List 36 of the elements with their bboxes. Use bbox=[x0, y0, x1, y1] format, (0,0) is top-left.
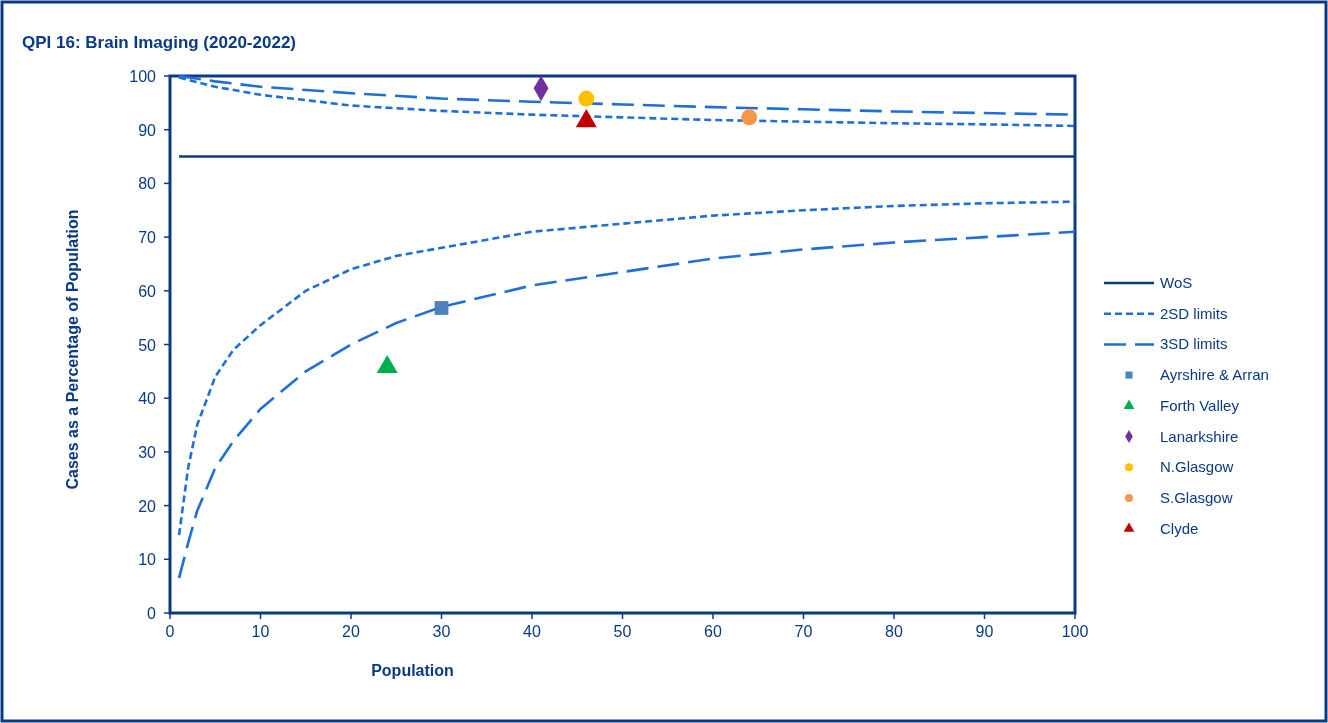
y-tick-label: 0 bbox=[147, 605, 157, 622]
legend-label: 3SD limits bbox=[1160, 335, 1228, 353]
x-tick-label: 100 bbox=[1061, 623, 1089, 640]
x-tick-label: 0 bbox=[165, 623, 175, 640]
x-axis-title: Population bbox=[371, 662, 454, 679]
y-tick-label: 50 bbox=[138, 336, 157, 354]
legend-label: Clyde bbox=[1160, 519, 1199, 537]
y-tick-label: 20 bbox=[138, 497, 157, 515]
y-tick-label: 30 bbox=[138, 443, 157, 461]
x-tick-label: 10 bbox=[251, 623, 270, 640]
x-tick-label: 80 bbox=[885, 623, 903, 640]
x-tick-label: 90 bbox=[975, 623, 994, 640]
x-tick-label: 50 bbox=[613, 623, 632, 640]
y-tick-label: 90 bbox=[138, 121, 157, 139]
y-tick-label: 100 bbox=[129, 68, 157, 85]
y-tick-label: 60 bbox=[138, 282, 157, 300]
legend-label: Ayrshire & Arran bbox=[1160, 366, 1269, 384]
legend-label: S.Glasgow bbox=[1160, 488, 1233, 506]
y-tick-label: 10 bbox=[138, 551, 157, 569]
y-axis-title: Cases as a Percentage of Population bbox=[64, 209, 81, 490]
y-tick-label: 70 bbox=[138, 229, 157, 247]
legend-label: Lanarkshire bbox=[1160, 427, 1239, 445]
line-series bbox=[177, 230, 1077, 580]
chart-title: QPI 16: Brain Imaging (2020-2022) bbox=[22, 33, 296, 52]
x-tick-label: 60 bbox=[704, 623, 722, 640]
x-tick-label: 40 bbox=[523, 623, 541, 640]
legend-label: 2SD limits bbox=[1160, 304, 1228, 322]
line-series bbox=[177, 200, 1077, 537]
x-tick-label: 20 bbox=[342, 623, 360, 640]
x-tick-label: 30 bbox=[432, 623, 451, 640]
x-tick-label: 70 bbox=[794, 623, 813, 640]
legend-label: Forth Valley bbox=[1160, 396, 1240, 414]
legend-label: N.Glasgow bbox=[1160, 458, 1234, 476]
y-tick-label: 80 bbox=[138, 175, 157, 193]
y-tick-label: 40 bbox=[138, 390, 157, 408]
legend-label: WoS bbox=[1160, 274, 1193, 291]
